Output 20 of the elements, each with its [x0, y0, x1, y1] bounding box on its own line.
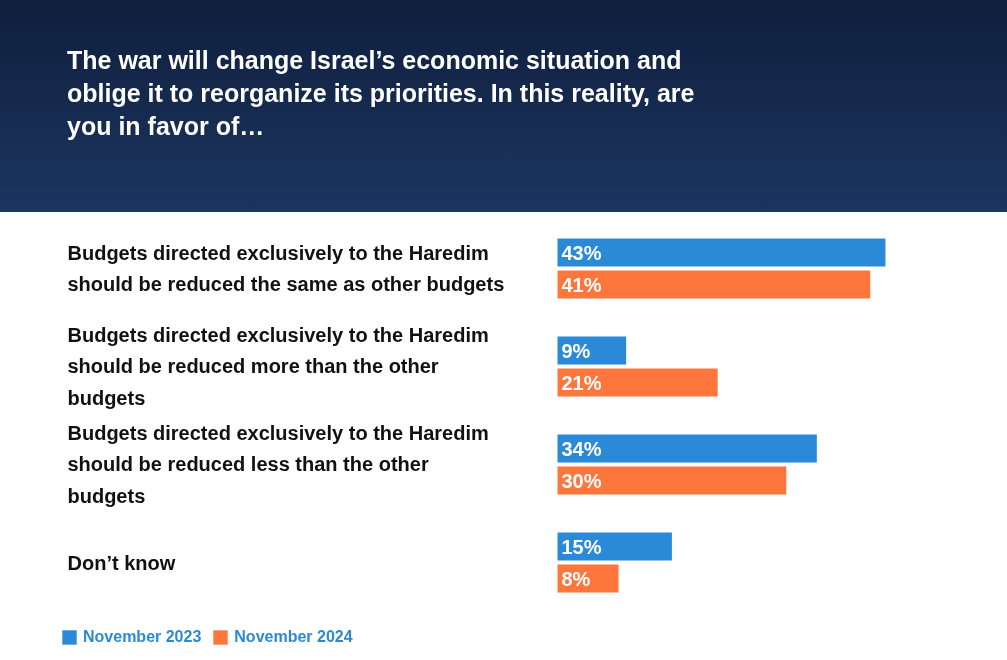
bar: [557, 238, 886, 267]
data-label: 15%: [561, 535, 602, 558]
y-tick-label: Don’t know: [67, 551, 176, 574]
y-tick-label: Budgets directed exclusively to the Haredim should be reduced more than the other budgets: [67, 323, 489, 410]
data-label: 30%: [561, 469, 602, 492]
data-label: 34%: [561, 437, 602, 460]
y-tick-label: Budgets directed exclusively to the Haredim should be reduced the same as other budgets: [67, 241, 505, 296]
bar: [557, 270, 871, 299]
data-label: 41%: [561, 273, 602, 296]
legend-label: November 2024: [234, 628, 353, 646]
data-label: 43%: [561, 241, 602, 264]
legend-label: November 2023: [83, 628, 202, 646]
bar: [557, 368, 718, 397]
y-tick-label: Budgets directed exclusively to the Haredim should be reduced less than the other budgets: [67, 421, 489, 508]
bar: [557, 466, 787, 495]
data-label: 21%: [561, 371, 602, 394]
chart-title: The war will change Israel’s economic situation and oblige it to reorganize its priorities. In this reality, are you in favor of…: [0, 0, 1007, 212]
data-label: 8%: [561, 567, 591, 590]
bar: [557, 434, 817, 463]
data-label: 9%: [561, 339, 591, 362]
